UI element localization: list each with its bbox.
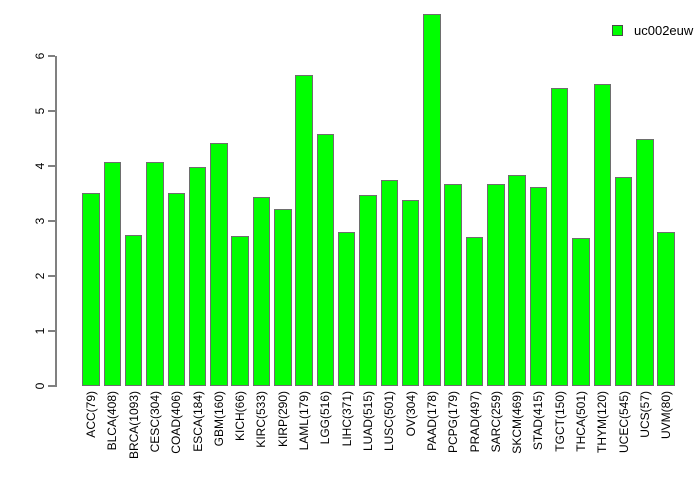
y-axis-line xyxy=(55,56,57,387)
bar xyxy=(359,194,377,386)
y-tick-mark xyxy=(48,219,55,222)
y-tick-label: 1 xyxy=(33,327,47,335)
bar xyxy=(337,232,356,386)
x-tick-label: BRCA(1093) xyxy=(126,391,141,460)
bar xyxy=(636,138,654,386)
bar xyxy=(295,75,313,386)
bar xyxy=(231,235,249,386)
x-tick-label: UCEC(545) xyxy=(616,391,631,454)
x-tick-label: SKCM(469) xyxy=(510,391,524,454)
bar xyxy=(380,180,398,386)
y-tick-label: 3 xyxy=(33,217,47,225)
bar xyxy=(465,237,484,386)
bar xyxy=(487,184,505,386)
bar xyxy=(167,192,185,386)
bar xyxy=(614,177,633,386)
x-tick-label: KICH(66) xyxy=(233,391,248,442)
x-tick-label: LIHC(371) xyxy=(339,391,354,447)
y-tick-mark xyxy=(48,329,55,332)
y-tick-mark xyxy=(48,110,55,113)
x-tick-label: CESC(304) xyxy=(147,391,162,453)
x-tick-label: GBM(160) xyxy=(211,391,226,447)
x-tick-label: PRAD(497) xyxy=(467,391,482,453)
x-tick-label: OV(304) xyxy=(403,391,418,437)
bar xyxy=(188,166,207,386)
bar xyxy=(401,200,420,386)
x-tick-label: ACC(79) xyxy=(84,391,98,438)
y-tick-label: 4 xyxy=(33,162,47,170)
bar xyxy=(252,197,271,386)
x-tick-label: BLCA(408) xyxy=(105,391,120,451)
bar xyxy=(146,161,164,386)
bar xyxy=(82,192,100,386)
x-tick-label: PCPG(179) xyxy=(446,391,461,454)
y-tick-label: 2 xyxy=(33,272,47,280)
bar xyxy=(657,232,675,386)
y-tick-label: 6 xyxy=(33,52,47,60)
y-tick-label: 5 xyxy=(33,107,47,115)
legend-swatch-icon xyxy=(612,25,623,36)
x-tick-label: UCS(57) xyxy=(637,391,652,438)
x-tick-label: STAD(415) xyxy=(531,391,546,451)
bar xyxy=(210,142,228,386)
x-tick-label: SARC(259) xyxy=(488,391,503,453)
bar xyxy=(444,184,462,386)
x-tick-label: THYM(120) xyxy=(595,391,610,454)
y-tick-mark xyxy=(48,165,55,167)
x-tick-label: LUSC(501) xyxy=(382,391,397,452)
bar xyxy=(124,235,143,386)
y-tick-label: 0 xyxy=(33,382,47,390)
bar xyxy=(508,174,526,386)
bar xyxy=(572,237,590,386)
x-tick-label: ESCA(184) xyxy=(190,391,205,452)
y-tick-mark xyxy=(48,55,55,58)
legend-label: uc002euw xyxy=(634,23,694,38)
x-tick-label: COAD(406) xyxy=(169,391,184,454)
bar xyxy=(423,14,441,386)
x-tick-label: THCA(501) xyxy=(574,391,588,452)
x-tick-label: KIRP(290) xyxy=(275,391,290,448)
bar xyxy=(316,133,335,386)
x-tick-label: LAML(179) xyxy=(297,391,312,451)
x-tick-label: LGG(516) xyxy=(318,391,333,445)
y-tick-mark xyxy=(48,384,55,387)
bar xyxy=(529,186,548,386)
x-tick-label: TGCT(150) xyxy=(552,391,567,452)
x-tick-label: UVM(80) xyxy=(659,391,674,440)
bar xyxy=(103,162,122,386)
bar xyxy=(593,83,611,386)
x-tick-label: KIRC(533) xyxy=(254,391,269,448)
x-tick-label: PAAD(178) xyxy=(424,391,439,451)
legend: uc002euw xyxy=(612,23,693,38)
y-tick-mark xyxy=(48,274,55,277)
x-tick-label: LUAD(515) xyxy=(361,391,375,452)
bar xyxy=(274,209,292,386)
bar xyxy=(550,88,569,386)
